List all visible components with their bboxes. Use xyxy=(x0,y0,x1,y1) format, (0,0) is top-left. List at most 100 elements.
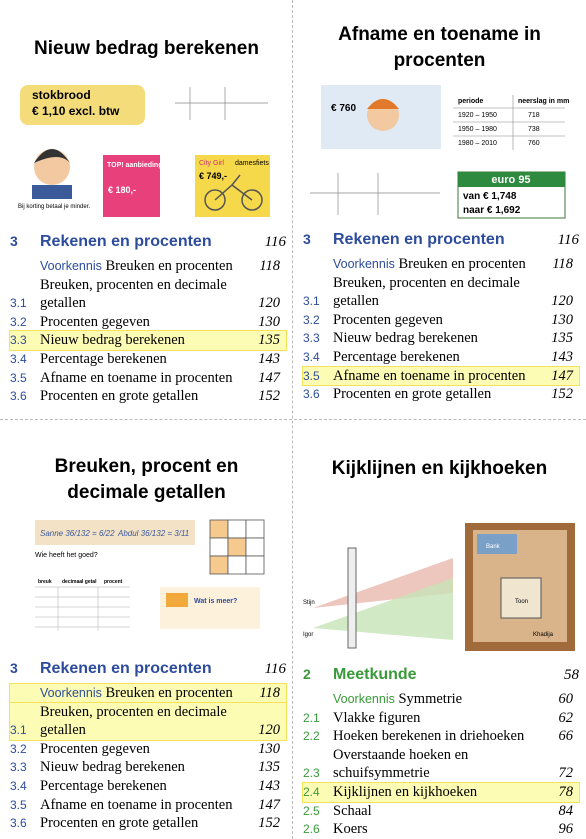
section-number: 3.1 xyxy=(10,723,27,738)
chapter-number: 3 xyxy=(303,231,311,247)
illus-text: € 1,10 excl. btw xyxy=(32,104,120,118)
section-title: Breuken, procenten en decimale getallen xyxy=(40,276,227,312)
section-page: 152 xyxy=(258,815,280,832)
toc-entry: 3.3 Nieuw bedrag berekenen 135 xyxy=(10,758,286,777)
section-number: 2.6 xyxy=(303,822,320,837)
section-page: 130 xyxy=(258,740,280,757)
hair xyxy=(34,149,70,163)
toc-entry: 3.2 Procenten gegeven 130 xyxy=(303,311,579,330)
illus-text: naar € 1,692 xyxy=(463,205,521,216)
chapter-number: 3 xyxy=(10,233,18,249)
illus-text: Khadija xyxy=(533,632,554,638)
section-page: 118 xyxy=(259,258,280,274)
section-page: 120 xyxy=(258,295,280,312)
section-page: 62 xyxy=(558,709,574,726)
illus-text: Sanne 36/132 = 6/22 xyxy=(40,529,115,538)
section-title: Nieuw bedrag berekenen xyxy=(333,330,478,347)
illus-text: TOP! aanbieding xyxy=(107,162,163,169)
toc-entry: Voorkennis Breuken en procenten 118 xyxy=(9,683,287,704)
illus-text: City Girl xyxy=(199,160,224,167)
section-page: 135 xyxy=(258,332,280,349)
section-label: Procenten en grote getallen xyxy=(333,385,551,404)
section-title: Percentage berekenen xyxy=(40,350,167,367)
illus-text: Bank xyxy=(486,544,501,550)
section-title: Breuken en procenten xyxy=(398,256,526,272)
toc-entry: 2.3 Overstaande hoeken en schuifsymmetrie… xyxy=(303,746,579,783)
section-number: 2.1 xyxy=(303,710,320,725)
toc-entry: 3.6 Procenten en grote getallen 152 xyxy=(10,814,286,833)
section-page: 72 xyxy=(558,765,574,782)
section-label: Nieuw bedrag berekenen xyxy=(40,331,258,350)
section-number: 3.2 xyxy=(10,314,27,329)
section-label: Voorkennis Breuken en procenten xyxy=(333,255,552,274)
section-page: 147 xyxy=(258,369,280,386)
section-label: Breuken, procenten en decimale getallen xyxy=(40,276,258,313)
section-title: Overstaande hoeken en schuifsymmetrie xyxy=(333,746,469,782)
section-label: Percentage berekenen xyxy=(40,350,258,369)
section-page: 147 xyxy=(551,367,573,384)
section-label: Breuken, procenten en decimale getallen xyxy=(333,274,551,311)
panel-title: Nieuw bedrag berekenen xyxy=(34,38,259,59)
ad xyxy=(103,155,160,217)
illus-text: 760 xyxy=(528,140,540,147)
section-number: 3.6 xyxy=(303,387,320,402)
toc-entry: 3.6 Procenten en grote getallen 152 xyxy=(303,385,579,404)
section-page: 135 xyxy=(551,330,573,347)
table-lines xyxy=(35,586,130,631)
toc-entry: 3.4 Percentage berekenen 143 xyxy=(303,348,579,367)
toc-entry: 3.5 Afname en toename in procenten 147 xyxy=(302,365,580,387)
section-number: 3.5 xyxy=(10,370,27,385)
illus-text: € 749,- xyxy=(199,171,227,181)
toc-entry: Voorkennis Breuken en procenten 118 xyxy=(303,255,579,274)
section-title: Procenten gegeven xyxy=(333,311,443,328)
section-title: Vlakke figuren xyxy=(333,709,421,726)
section-page: 66 xyxy=(558,728,574,745)
section-label: Percentage berekenen xyxy=(333,348,551,367)
grid xyxy=(209,519,265,575)
toc-entry: 2.5 Schaal 84 xyxy=(303,802,579,821)
illus-text: Wie heeft het goed? xyxy=(35,552,98,559)
section-number: 3.3 xyxy=(10,760,27,775)
section-title: Koers xyxy=(333,821,368,838)
section-label: Voorkennis Symmetrie xyxy=(333,690,559,709)
illus-text: periode xyxy=(458,98,483,105)
section-page: 84 xyxy=(558,802,574,819)
ratio-table xyxy=(175,87,268,120)
illus-text: 1980 – 2010 xyxy=(458,140,497,147)
toc: 2 Meetkunde 58 Voorkennis Symmetrie 60 2.1 Vla… xyxy=(302,666,580,839)
section-label: Hoeken berekenen in driehoeken xyxy=(333,727,559,746)
section-title: Breuken en procenten xyxy=(105,685,233,701)
illus-text: damesfiets xyxy=(235,160,269,167)
section-title: Afname en toename in procenten xyxy=(40,369,233,386)
panel: Breuken, procent en decimale getallen Sa… xyxy=(0,420,293,839)
section-number: 3.6 xyxy=(10,389,27,404)
section-page: 130 xyxy=(258,313,280,330)
section-page: 130 xyxy=(551,311,573,328)
section-label: Procenten gegeven xyxy=(333,311,551,330)
hair xyxy=(367,99,399,109)
toc-entry: 3.2 Procenten gegeven 130 xyxy=(10,740,286,759)
illus-text: Abdul 36/132 = 3/11 xyxy=(117,529,189,538)
chapter-number: 2 xyxy=(303,666,311,682)
section-number: 3.2 xyxy=(303,312,320,327)
section-page: 118 xyxy=(259,685,280,701)
section-number: 3.6 xyxy=(10,816,27,831)
section-title: Nieuw bedrag berekenen xyxy=(40,332,185,349)
section-label: Afname en toename in procenten xyxy=(40,369,258,388)
toc-entry: 3.2 Procenten gegeven 130 xyxy=(10,313,286,332)
section-number: 2.5 xyxy=(303,803,320,818)
section-page: 96 xyxy=(558,821,574,838)
section-title: Hoeken berekenen in driehoeken xyxy=(333,728,525,745)
section-number: 3.4 xyxy=(10,778,27,793)
bicycle xyxy=(204,174,263,211)
section-page: 118 xyxy=(552,256,573,272)
section-label: Schaal xyxy=(333,802,559,821)
section-number: 3.5 xyxy=(10,797,27,812)
illus-text: Stijn xyxy=(303,600,315,606)
illus-text: neerslag in mm xyxy=(518,98,569,105)
section-number: 3.1 xyxy=(10,296,27,311)
toc-entry: Voorkennis Symmetrie 60 xyxy=(303,690,579,709)
toc-entry: 2.2 Hoeken berekenen in driehoeken 66 xyxy=(303,727,579,746)
section-number: 3.2 xyxy=(10,741,27,756)
